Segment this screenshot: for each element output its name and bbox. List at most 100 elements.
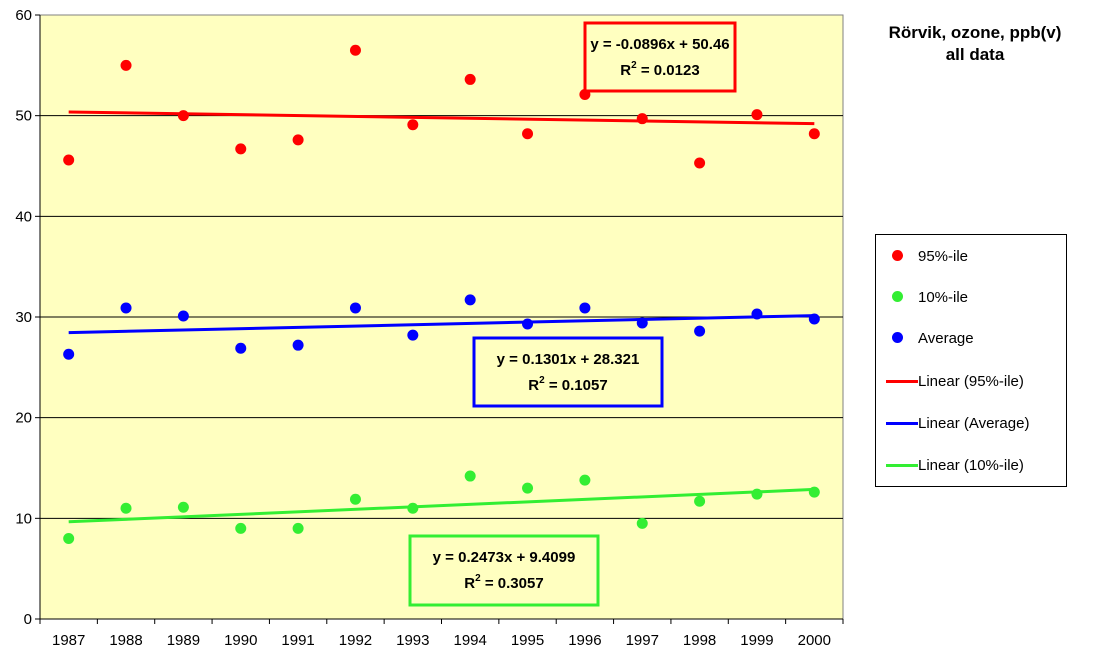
trendline-r-squared: R2 = 0.0123: [620, 60, 699, 79]
data-point: [63, 348, 75, 360]
trendline-equation-box: y = 0.1301x + 28.321 R2 = 0.1057: [472, 336, 664, 408]
data-point: [63, 532, 75, 544]
data-point: [636, 517, 648, 529]
legend-marker-10-ile: [876, 287, 918, 307]
data-point: [522, 128, 534, 140]
data-point: [407, 502, 419, 514]
data-point: [694, 157, 706, 169]
y-tick-label: 60: [15, 7, 32, 24]
y-tick-label: 0: [24, 611, 32, 628]
legend-label-linear-95-ile: Linear (95%-ile): [918, 372, 1024, 390]
equation-box-border: [583, 21, 737, 93]
trendline-equation: y = -0.0896x + 50.46: [590, 36, 729, 53]
legend-label-linear-average: Linear (Average): [918, 414, 1030, 432]
data-point: [177, 310, 189, 322]
trendline-equation: y = 0.1301x + 28.321: [497, 351, 640, 368]
y-tick-label: 50: [15, 108, 32, 125]
data-point: [177, 110, 189, 122]
legend-label-95-ile: 95%-ile: [918, 247, 969, 265]
data-point: [407, 329, 419, 341]
x-tick-label: 1994: [453, 632, 486, 649]
legend-marker-linear-average: [876, 413, 918, 433]
data-point: [808, 313, 820, 325]
data-point: [235, 143, 247, 155]
legend: 95%-ile 10%-ile Average Linear (95%-ile)…: [875, 234, 1067, 487]
data-point: [63, 154, 75, 166]
x-tick-label: 1992: [339, 632, 372, 649]
data-point: [349, 493, 361, 505]
legend-marker-average: [876, 328, 918, 348]
legend-label-average: Average: [918, 329, 974, 347]
legend-item-linear-average: Linear (Average): [876, 413, 1029, 433]
x-tick-label: 1996: [568, 632, 601, 649]
data-point: [292, 339, 304, 351]
legend-marker-95-ile: [876, 246, 918, 266]
trendline-equation: y = 0.2473x + 9.4099: [433, 549, 576, 566]
data-point: [751, 109, 763, 121]
x-tick-label: 2000: [798, 632, 831, 649]
data-point: [808, 128, 820, 140]
data-point: [636, 317, 648, 329]
data-point: [464, 470, 476, 482]
x-tick-label: 1998: [683, 632, 716, 649]
x-tick-label: 1997: [626, 632, 659, 649]
data-point: [177, 501, 189, 513]
data-point: [522, 482, 534, 494]
legend-item-linear-95-ile: Linear (95%-ile): [876, 371, 1024, 391]
trendline: [68, 314, 815, 335]
y-tick-label: 40: [15, 208, 32, 225]
trendline-equation-box: y = 0.2473x + 9.4099 R2 = 0.3057: [408, 534, 600, 607]
data-point: [694, 325, 706, 337]
x-tick-label: 1988: [109, 632, 142, 649]
data-point: [579, 302, 591, 314]
data-point: [120, 59, 132, 71]
data-point: [349, 44, 361, 56]
y-tick-label: 20: [15, 410, 32, 427]
trendline-r-squared: R2 = 0.1057: [528, 375, 607, 394]
legend-item-average: Average: [876, 328, 974, 348]
legend-item-95-ile: 95%-ile: [876, 246, 968, 266]
data-point: [235, 342, 247, 354]
trendline-equation-box: y = -0.0896x + 50.46 R2 = 0.0123: [583, 21, 737, 93]
data-point: [120, 302, 132, 314]
x-tick-label: 1989: [167, 632, 200, 649]
trendline-r-squared: R2 = 0.3057: [464, 573, 543, 592]
data-point: [636, 113, 648, 125]
legend-item-linear-10-ile: Linear (10%-ile): [876, 455, 1024, 475]
data-point: [694, 495, 706, 507]
chart-title-line: Rörvik, ozone, ppb(v): [888, 23, 1062, 42]
data-point: [235, 522, 247, 534]
data-point: [464, 294, 476, 306]
chart-subtitle-line: all data: [945, 45, 1005, 64]
x-tick-label: 1995: [511, 632, 544, 649]
data-point: [120, 502, 132, 514]
x-tick-label: 1999: [740, 632, 773, 649]
data-point: [292, 522, 304, 534]
trendline: [68, 110, 815, 126]
data-point: [464, 73, 476, 85]
legend-item-10-ile: 10%-ile: [876, 287, 968, 307]
x-tick-label: 1991: [281, 632, 314, 649]
x-tick-label: 1993: [396, 632, 429, 649]
equation-box-border: [472, 336, 664, 408]
equation-box-border: [408, 534, 600, 607]
y-tick-label: 30: [15, 309, 32, 326]
legend-label-10-ile: 10%-ile: [918, 288, 969, 306]
x-tick-label: 1990: [224, 632, 257, 649]
data-point: [808, 486, 820, 498]
legend-marker-linear-10-ile: [876, 455, 918, 475]
chart-title: Rörvik, ozone, ppb(v) all data: [860, 22, 1090, 66]
data-point: [751, 488, 763, 500]
data-point: [579, 474, 591, 486]
data-point: [349, 302, 361, 314]
legend-label-linear-10-ile: Linear (10%-ile): [918, 456, 1024, 474]
data-point: [522, 318, 534, 330]
legend-marker-linear-95-ile: [876, 371, 918, 391]
x-tick-label: 1987: [52, 632, 85, 649]
trendline: [68, 487, 815, 524]
data-point: [751, 308, 763, 320]
y-tick-label: 10: [15, 510, 32, 527]
data-point: [292, 134, 304, 146]
data-point: [407, 119, 419, 131]
